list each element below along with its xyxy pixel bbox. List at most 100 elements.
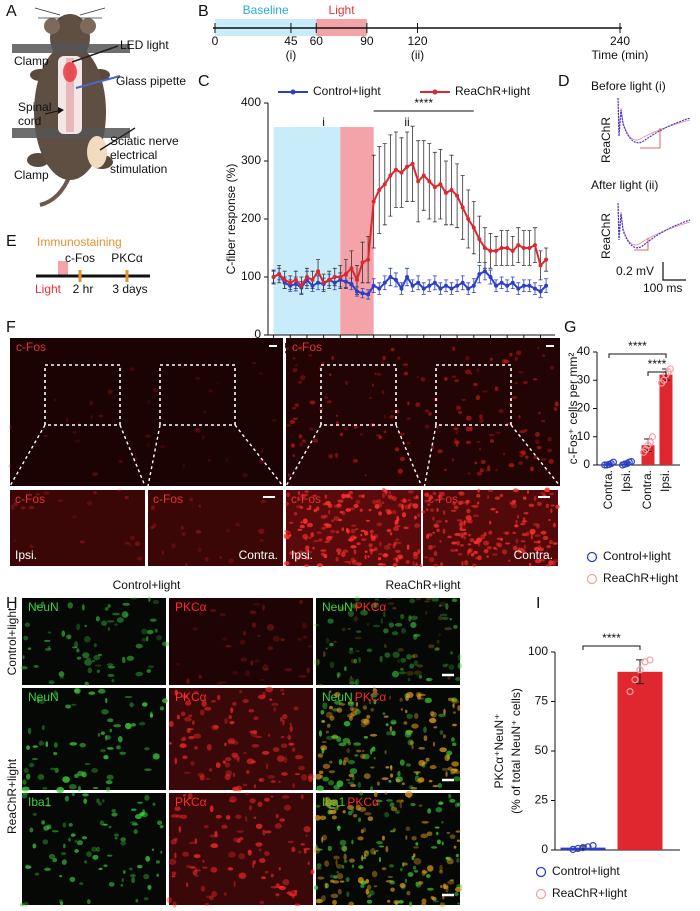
cell	[194, 377, 201, 380]
cell	[369, 529, 374, 534]
cell	[260, 449, 264, 454]
cell	[63, 843, 66, 849]
cell	[378, 435, 383, 439]
cell	[120, 884, 124, 887]
y-tick-label: 50	[535, 743, 549, 757]
cell	[392, 563, 398, 568]
cell	[425, 597, 432, 601]
cell	[371, 746, 376, 752]
cell	[431, 597, 440, 602]
cell	[105, 698, 108, 704]
cell	[428, 556, 435, 563]
cell	[505, 531, 510, 535]
cell	[439, 601, 447, 607]
cell	[432, 531, 436, 534]
cell	[180, 737, 186, 742]
cell	[296, 555, 301, 561]
cell	[133, 829, 138, 835]
cell	[313, 508, 317, 513]
cell	[446, 858, 454, 865]
point	[538, 289, 543, 294]
cell	[313, 438, 318, 443]
point	[521, 283, 526, 288]
diagram-label: stimulation	[110, 162, 167, 176]
cell	[250, 660, 254, 666]
cell	[120, 837, 127, 842]
cell	[32, 843, 37, 849]
cell	[181, 694, 188, 699]
cell	[45, 804, 51, 807]
cell	[329, 760, 333, 764]
cell	[403, 526, 409, 530]
cell	[467, 548, 472, 554]
cell	[227, 739, 235, 745]
cell	[329, 715, 335, 721]
cell	[262, 664, 269, 671]
stain-label: c-Fos	[428, 492, 458, 506]
cell	[390, 410, 394, 413]
point	[421, 286, 426, 291]
cell	[278, 866, 281, 871]
cell	[331, 815, 337, 820]
cell	[357, 781, 362, 788]
cell	[192, 869, 198, 876]
zoom-line	[285, 424, 423, 487]
cell	[470, 552, 475, 557]
cell	[514, 524, 519, 528]
cell	[245, 792, 250, 795]
cell	[155, 860, 160, 864]
cell	[161, 641, 170, 647]
legend-marker	[535, 888, 547, 900]
cell	[224, 718, 228, 725]
cell	[451, 737, 455, 742]
cell	[68, 823, 73, 827]
cell	[340, 845, 348, 852]
cell	[71, 514, 78, 519]
point	[488, 248, 493, 253]
cell	[353, 549, 357, 555]
cell	[427, 411, 433, 416]
cell	[383, 430, 387, 434]
point	[427, 179, 432, 184]
cell	[387, 495, 394, 500]
cell	[376, 503, 383, 508]
cell	[317, 658, 320, 666]
cell	[520, 522, 526, 526]
cell	[375, 799, 383, 803]
cell	[354, 596, 360, 602]
cell	[98, 867, 103, 871]
cell	[351, 524, 357, 527]
cell	[387, 899, 391, 903]
cell	[149, 713, 154, 718]
cell	[361, 749, 365, 753]
cell	[73, 773, 79, 778]
cell	[395, 541, 402, 544]
cell	[439, 869, 443, 874]
point	[360, 260, 365, 265]
cell	[335, 556, 339, 562]
point	[449, 286, 454, 291]
cell	[22, 779, 27, 785]
cell	[327, 535, 334, 539]
cell	[286, 530, 292, 534]
cell	[378, 845, 385, 848]
cell	[435, 520, 443, 524]
cell	[373, 791, 378, 798]
cell	[418, 746, 425, 750]
cell	[476, 501, 480, 505]
cell	[417, 513, 420, 518]
cell	[315, 804, 321, 808]
cell	[465, 369, 471, 375]
cell	[292, 782, 295, 789]
cell	[498, 408, 504, 414]
cell	[384, 811, 390, 818]
ear	[44, 18, 60, 34]
cell	[467, 472, 471, 475]
cell	[285, 347, 289, 350]
cell	[22, 655, 25, 660]
cell	[342, 810, 346, 814]
cell	[412, 865, 417, 870]
x-tick-label: Contra.	[601, 470, 615, 509]
significance: ****	[648, 357, 667, 371]
cell	[225, 757, 232, 762]
